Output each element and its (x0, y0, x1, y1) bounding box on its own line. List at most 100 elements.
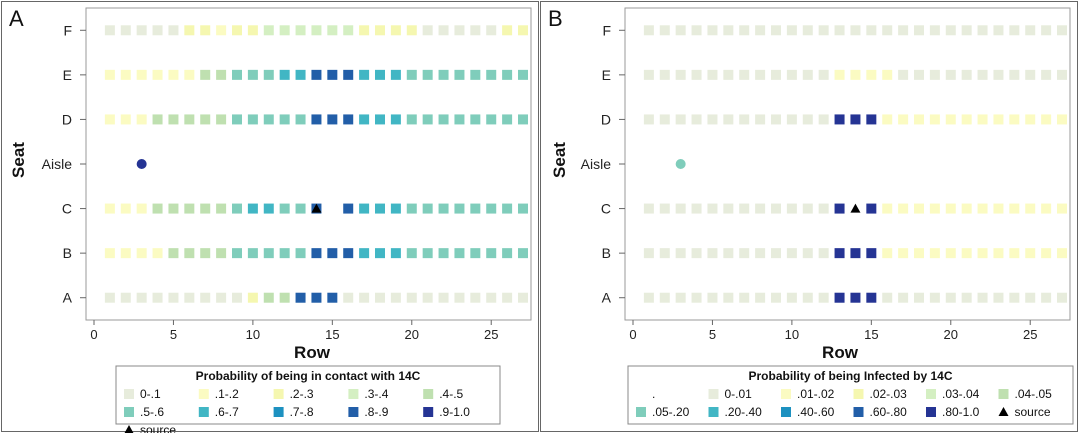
panel-b-seat-a-row-26 (1041, 292, 1052, 303)
panel-b-seat-d-row-11 (802, 114, 813, 125)
panel-b-seat-a-row-14 (850, 292, 861, 303)
panel-a-seat-f-row-20 (406, 25, 417, 36)
panel-a-xlabel: Row (294, 343, 331, 362)
panel-a-seat-e-row-10 (247, 69, 258, 80)
panel-b-seat-f-row-26 (1041, 25, 1052, 36)
panel-b-seat-b-row-17 (898, 248, 909, 259)
panel-b-seat-d-row-17 (898, 114, 909, 125)
panel-b-seat-b-row-1 (643, 248, 654, 259)
panel-b-seat-c-row-20 (945, 203, 956, 214)
panel-b-seat-c-row-7 (739, 203, 750, 214)
panel-b-seat-c-row-3 (675, 203, 686, 214)
panel-b-seat-c-row-27 (1057, 203, 1067, 214)
panel-b-seat-e-row-21 (961, 69, 972, 80)
panel-a-seat-e-row-5 (168, 69, 179, 80)
panel-b-seat-d-row-5 (707, 114, 718, 125)
panel-a-seat-e-row-15 (327, 69, 338, 80)
panel-b-seat-c-row-21 (961, 203, 972, 214)
panel-b-seat-a-row-27 (1057, 292, 1067, 303)
panel-b-seat-d-row-1 (643, 114, 654, 125)
panel-a-seat-c-row-1 (104, 203, 115, 214)
panel-a-legend-label-8-9: .8-.9 (364, 405, 388, 419)
panel-a-seat-d-row-19 (390, 114, 401, 125)
panel-b-seat-b-row-4 (691, 248, 702, 259)
panel-b-seat-d-row-15 (866, 114, 877, 125)
panel-b-seat-a-row-8 (755, 292, 766, 303)
panel-b-plot: F E D Aisle C B A 0 5 10 15 20 25 (581, 7, 1071, 342)
panel-b-seat-d-row-18 (914, 114, 924, 125)
panel-a-seat-c-row-11 (263, 203, 274, 214)
panel-b-seat-c-row-2 (659, 203, 670, 214)
panel-a-seat-e-row-13 (295, 69, 306, 80)
panel-a-seat-e-row-20 (406, 69, 417, 80)
panel-b-seat-a-row-6 (723, 292, 734, 303)
panel-a-seat-a-row-21 (422, 292, 433, 303)
panel-a-seat-a-row-4 (152, 292, 163, 303)
panel-a-seat-e-row-16 (343, 69, 354, 80)
panel-a-seat-b-row-9 (232, 248, 242, 259)
panel-b-legend-swatch-40-60 (781, 407, 791, 417)
panel-a-seat-c-row-8 (216, 203, 227, 214)
panel-a-seat-c-row-16 (343, 203, 354, 214)
panel-b-seat-b-row-15 (866, 248, 877, 259)
panel-b-legend-label-20-40: .20-.40 (725, 405, 763, 419)
panel-b-seat-b-row-2 (659, 248, 670, 259)
panel-a-seat-c-row-7 (200, 203, 211, 214)
panel-a-seat-f-row-26 (502, 25, 513, 36)
panel-b-seat-b-row-16 (882, 248, 893, 259)
panel-b-seat-f-row-22 (977, 25, 988, 36)
panel-b-seat-label-b: B (602, 245, 611, 261)
panel-a-seat-e-row-12 (279, 69, 290, 80)
panel-a-legend-box (115, 365, 501, 425)
panel-a-seat-d-row-24 (470, 114, 481, 125)
panel-a-legend-swatch-4-5 (423, 389, 434, 399)
panel-a-seat-b-row-22 (438, 248, 449, 259)
panel-a-legend-swatch-2-3 (273, 389, 284, 399)
panel-b-seat-c-row-8 (755, 203, 766, 214)
panel-a-seat-b-row-18 (375, 248, 385, 259)
panel-b-seat-c-row-1 (643, 203, 654, 214)
panel-b-seat-e-row-25 (1025, 69, 1036, 80)
panel-a-seat-e-row-26 (502, 69, 513, 80)
panel-a-seat-b-row-6 (184, 248, 195, 259)
panel-b-seat-a-row-1 (643, 292, 654, 303)
panel-b-seat-b-row-26 (1041, 248, 1052, 259)
panel-b-seat-f-row-15 (866, 25, 877, 36)
panel-b-seat-c-row-23 (993, 203, 1004, 214)
panel-b-legend-swatch-0-01 (708, 389, 719, 399)
panel-b-seat-e-row-24 (1009, 69, 1020, 80)
panel-b-seat-c-row-18 (914, 203, 924, 214)
panel-b-legend-label-source: source (1015, 405, 1051, 419)
panel-a-seat-b-row-3 (136, 248, 147, 259)
panel-a-seat-a-row-27 (518, 292, 528, 303)
panel-a-seat-e-row-4 (152, 69, 163, 80)
panel-a-seat-b-row-8 (216, 248, 227, 259)
panel-a-seat-a-row-13 (295, 292, 306, 303)
panel-b-seat-b-row-23 (993, 248, 1004, 259)
panel-b-legend-swatch-03-04 (926, 389, 936, 399)
panel-b-seat-a-row-25 (1025, 292, 1036, 303)
panel-a-seat-b-row-16 (343, 248, 354, 259)
panel-a-seat-a-row-1 (104, 292, 115, 303)
panel-a-legend-label-7-8: .7-.8 (290, 405, 314, 419)
panel-a-legend-label-2-3: .2-.3 (290, 387, 314, 401)
panel-a-seat-f-row-19 (390, 25, 401, 36)
panel-a-legend-label-1-2: .1-.2 (215, 387, 239, 401)
panel-b-seat-e-row-3 (675, 69, 686, 80)
panel-a-seat-f-row-16 (343, 25, 354, 36)
panel-b-seat-d-row-20 (945, 114, 956, 125)
panel-b-seat-f-row-18 (914, 25, 924, 36)
panel-a-legend-label-0-1: 0-.1 (140, 387, 161, 401)
panel-a-seat-a-row-22 (438, 292, 449, 303)
panel-b-seat-b-row-3 (675, 248, 686, 259)
panel-b-axis-title-x: Row (822, 343, 859, 362)
panel-b-seat-a-row-15 (866, 292, 877, 303)
panel-b-seat-f-row-3 (675, 25, 686, 36)
panel-a-seat-b-row-7 (200, 248, 211, 259)
panel-a-seat-a-row-2 (120, 292, 131, 303)
panel-b-legend-swatch-04-05 (998, 389, 1009, 399)
panel-a-seat-d-row-26 (502, 114, 513, 125)
panel-b-seat-f-row-13 (834, 25, 845, 36)
panel-b-seat-d-row-13 (834, 114, 845, 125)
